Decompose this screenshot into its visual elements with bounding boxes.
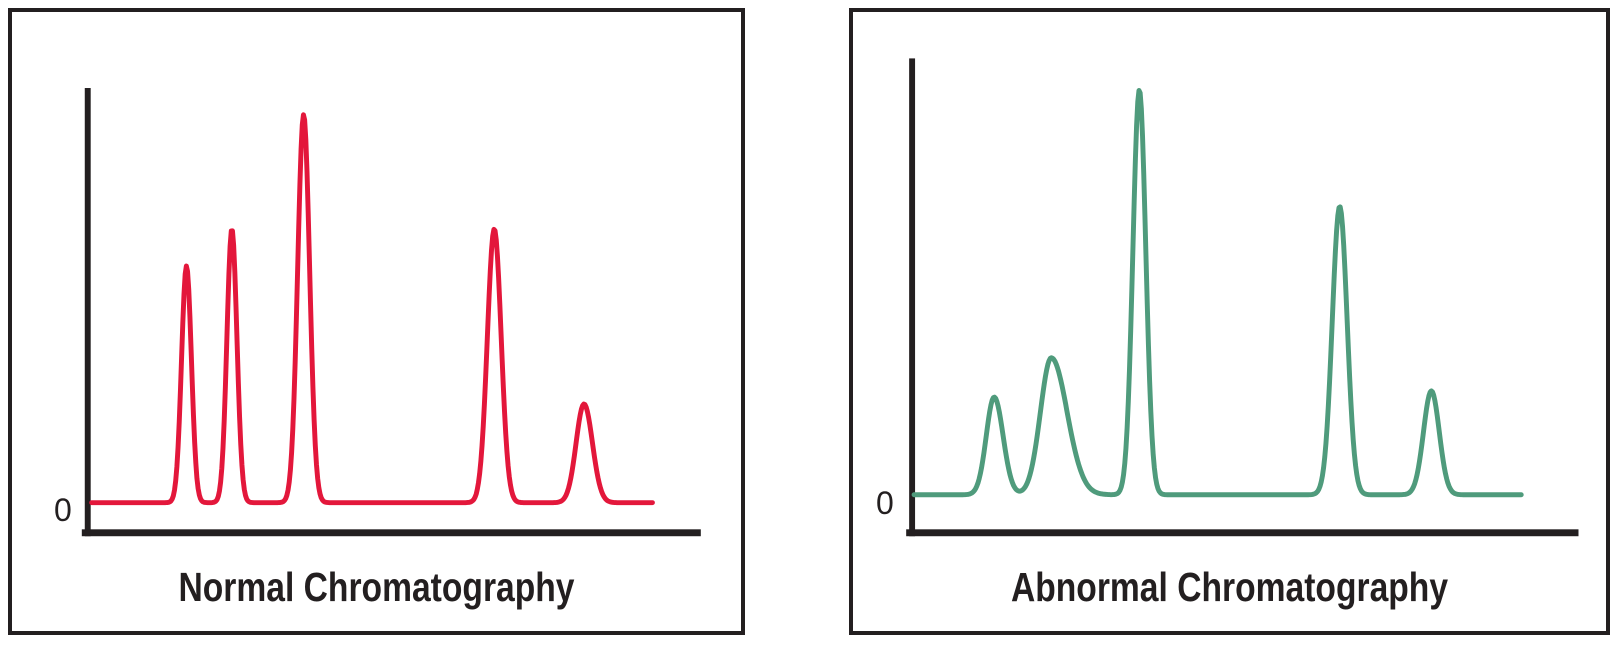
y-axis-zero-label: 0 <box>54 492 72 528</box>
y-axis-zero-label: 0 <box>876 485 894 521</box>
abnormal-chromatography-panel: 0 Abnormal Chromatography <box>849 8 1610 635</box>
abnormal-chromatogram-plot <box>906 58 1579 537</box>
y-axis <box>909 58 916 537</box>
chromatogram-curve <box>89 112 655 506</box>
panel-title-normal: Normal Chromatography <box>178 564 575 610</box>
panel-title-abnormal: Abnormal Chromatography <box>1010 564 1449 610</box>
normal-chromatogram-plot <box>81 88 701 537</box>
chromatogram-curve <box>911 88 1524 498</box>
x-axis <box>906 529 1579 537</box>
x-axis <box>81 529 701 537</box>
normal-chromatography-panel: 0 Normal Chromatography <box>8 8 745 635</box>
y-axis <box>84 88 91 537</box>
